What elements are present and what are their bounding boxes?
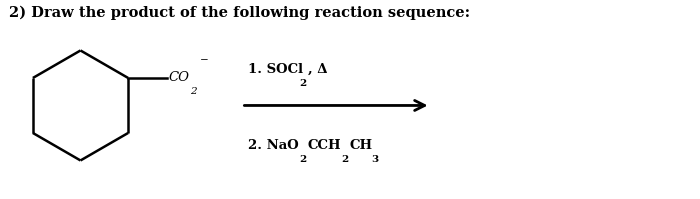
Text: 3: 3 — [371, 155, 378, 164]
Text: 2: 2 — [190, 87, 197, 96]
Text: 2. NaO: 2. NaO — [248, 139, 300, 152]
Text: 2) Draw the product of the following reaction sequence:: 2) Draw the product of the following rea… — [9, 6, 470, 20]
Text: CCH: CCH — [308, 139, 342, 152]
Text: 1. SOCl: 1. SOCl — [248, 63, 304, 76]
Text: 2: 2 — [299, 79, 306, 88]
Text: , Δ: , Δ — [308, 63, 328, 76]
Text: −: − — [199, 56, 209, 64]
Text: CO: CO — [169, 71, 190, 84]
Text: 2: 2 — [341, 155, 348, 164]
Text: 2: 2 — [299, 155, 306, 164]
Text: CH: CH — [350, 139, 373, 152]
